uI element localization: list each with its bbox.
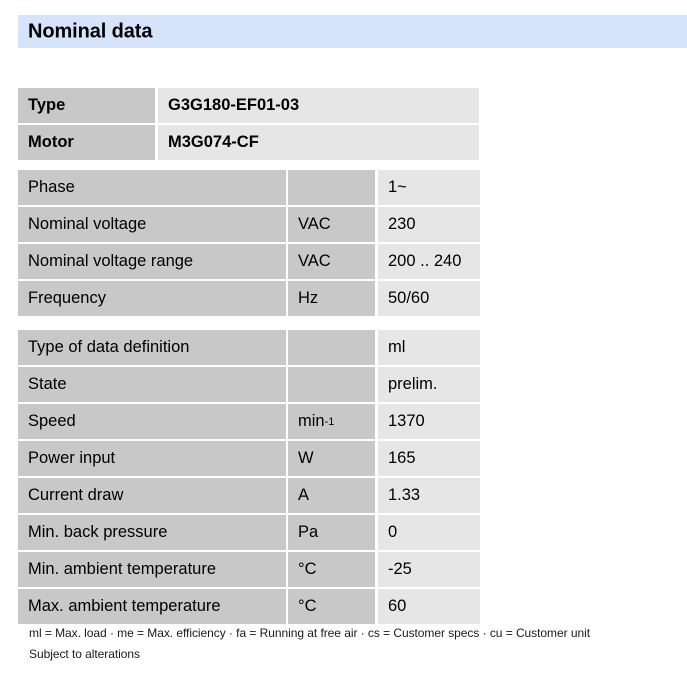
row-unit-min-back-pressure: Pa (288, 515, 375, 550)
section-header-bar: Nominal data (18, 15, 687, 48)
footnote-abbreviations: ml = Max. load · me = Max. efficiency · … (29, 626, 590, 640)
unit-text: °C (298, 597, 317, 616)
row-unit-power-input: W (288, 441, 375, 476)
row-unit-phase (288, 170, 375, 205)
unit-text: A (298, 486, 310, 505)
row-value-current-draw: 1.33 (378, 478, 480, 513)
table-row: Nominal voltage VAC 230 (18, 207, 480, 242)
row-label-motor: Motor (18, 125, 155, 160)
row-label-type-of-data-definition: Type of data definition (18, 330, 286, 365)
table-row: State prelim. (18, 367, 480, 402)
row-value-frequency: 50/60 (378, 281, 480, 316)
row-label-speed: Speed (18, 404, 286, 439)
row-value-nominal-voltage-range: 200 .. 240 (378, 244, 480, 279)
table-row: Nominal voltage range VAC 200 .. 240 (18, 244, 480, 279)
unit-text: W (298, 449, 314, 468)
row-label-nominal-voltage-range: Nominal voltage range (18, 244, 286, 279)
electrical-specs-table: Phase 1~ Nominal voltage VAC 230 Nominal… (18, 170, 480, 318)
table-row: Phase 1~ (18, 170, 480, 205)
footnotes: ml = Max. load · me = Max. efficiency · … (29, 626, 590, 668)
table-row: Min. back pressure Pa 0 (18, 515, 480, 550)
unit-text: Pa (298, 523, 319, 542)
unit-text: °C (298, 560, 317, 579)
row-unit-current-draw: A (288, 478, 375, 513)
table-row: Frequency Hz 50/60 (18, 281, 480, 316)
row-label-max-ambient-temperature: Max. ambient temperature (18, 589, 286, 624)
identification-table: Type G3G180-EF01-03 Motor M3G074-CF (18, 88, 479, 162)
row-label-state: State (18, 367, 286, 402)
row-value-phase: 1~ (378, 170, 480, 205)
row-label-min-back-pressure: Min. back pressure (18, 515, 286, 550)
row-label-type: Type (18, 88, 155, 123)
table-row: Min. ambient temperature °C -25 (18, 552, 480, 587)
row-value-type-of-data-definition: ml (378, 330, 480, 365)
table-row: Speed min -1 1370 (18, 404, 480, 439)
row-label-phase: Phase (18, 170, 286, 205)
row-unit-frequency: Hz (288, 281, 375, 316)
row-value-speed: 1370 (378, 404, 480, 439)
row-value-max-ambient-temperature: 60 (378, 589, 480, 624)
row-value-motor: M3G074-CF (158, 125, 479, 160)
table-row: Motor M3G074-CF (18, 125, 479, 160)
row-unit-state (288, 367, 375, 402)
row-value-min-back-pressure: 0 (378, 515, 480, 550)
table-row: Max. ambient temperature °C 60 (18, 589, 480, 624)
row-label-current-draw: Current draw (18, 478, 286, 513)
table-row: Current draw A 1.33 (18, 478, 480, 513)
footnote-disclaimer: Subject to alterations (29, 647, 140, 661)
performance-specs-table: Type of data definition ml State prelim.… (18, 330, 480, 626)
table-row: Power input W 165 (18, 441, 480, 476)
row-unit-speed: min -1 (288, 404, 375, 439)
row-unit-type-of-data-definition (288, 330, 375, 365)
row-unit-max-ambient-temperature: °C (288, 589, 375, 624)
row-unit-nominal-voltage-range: VAC (288, 244, 375, 279)
row-value-nominal-voltage: 230 (378, 207, 480, 242)
unit-text: min (298, 412, 325, 431)
row-label-power-input: Power input (18, 441, 286, 476)
table-row: Type G3G180-EF01-03 (18, 88, 479, 123)
row-label-min-ambient-temperature: Min. ambient temperature (18, 552, 286, 587)
row-value-power-input: 165 (378, 441, 480, 476)
row-label-nominal-voltage: Nominal voltage (18, 207, 286, 242)
table-row: Type of data definition ml (18, 330, 480, 365)
row-label-frequency: Frequency (18, 281, 286, 316)
row-unit-nominal-voltage: VAC (288, 207, 375, 242)
page-title: Nominal data (28, 20, 153, 42)
row-value-type: G3G180-EF01-03 (158, 88, 479, 123)
row-value-state: prelim. (378, 367, 480, 402)
row-value-min-ambient-temperature: -25 (378, 552, 480, 587)
row-unit-min-ambient-temperature: °C (288, 552, 375, 587)
